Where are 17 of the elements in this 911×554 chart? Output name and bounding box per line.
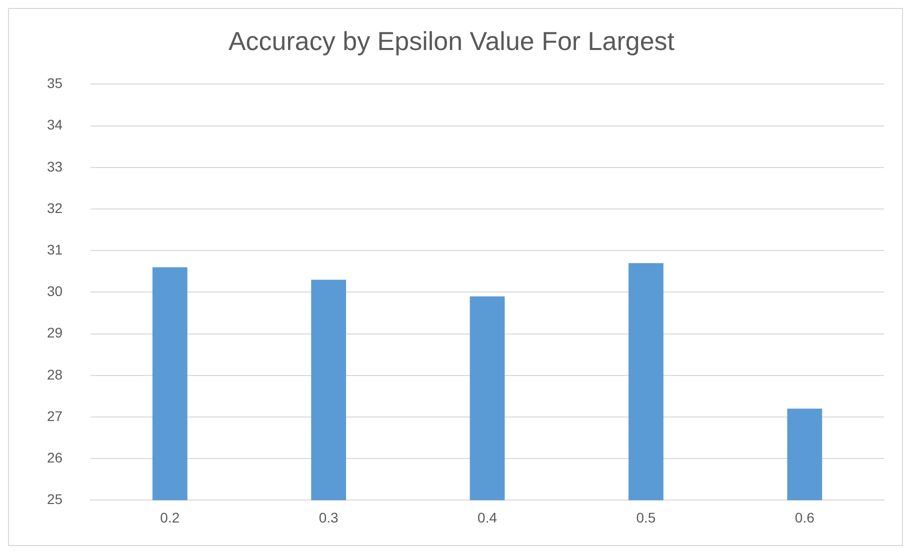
y-tick-label: 26 — [46, 449, 63, 466]
y-tick-label: 29 — [46, 324, 63, 341]
y-tick-label: 28 — [46, 366, 63, 382]
y-tick-label: 25 — [46, 491, 63, 508]
y-tick-label: 34 — [46, 116, 63, 133]
chart-title: Accuracy by Epsilon Value For Largest — [228, 26, 676, 56]
y-tick-label: 33 — [46, 158, 63, 174]
x-tick-label: 0.3 — [318, 509, 339, 526]
y-tick-label: 30 — [46, 283, 63, 300]
y-tick-label: 35 — [46, 75, 63, 92]
x-tick-label: 0.4 — [478, 509, 498, 526]
y-tick-label: 32 — [46, 200, 63, 216]
y-tick-label: 27 — [46, 408, 63, 424]
x-tick-label: 0.5 — [636, 509, 656, 526]
x-tick-label: 0.6 — [794, 509, 815, 526]
y-tick-label: 31 — [46, 241, 63, 258]
x-tick-label: 0.2 — [160, 509, 180, 526]
